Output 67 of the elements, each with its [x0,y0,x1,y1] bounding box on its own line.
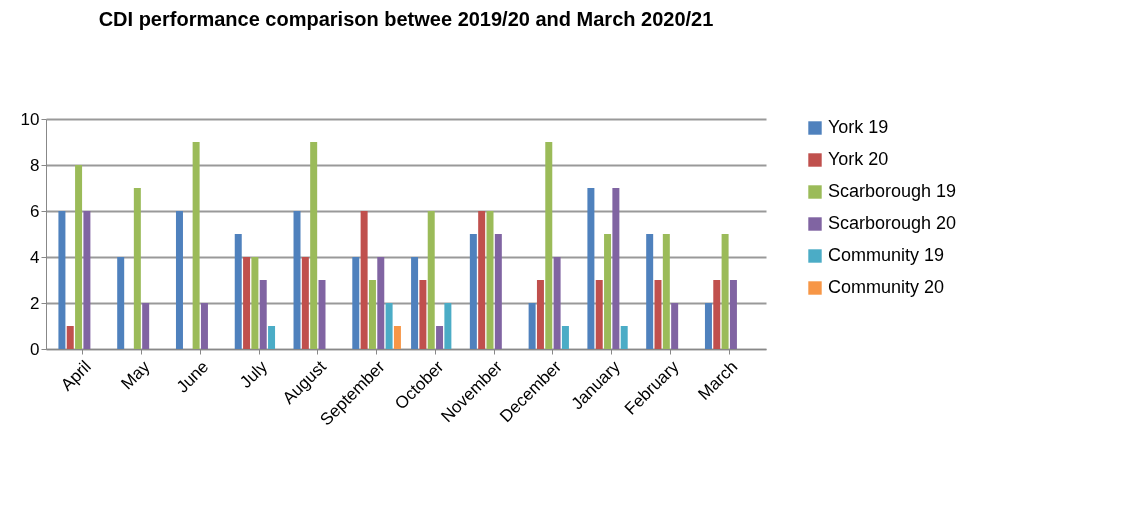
bar [293,211,301,349]
x-tick-label: May [117,356,154,394]
bar [646,234,654,349]
bar [721,234,729,349]
bar [427,211,435,349]
y-tick-label: 0 [30,339,40,359]
bar [494,234,502,349]
bar [620,326,628,349]
bar [133,188,141,349]
chart-title: CDI performance comparison betwee 2019/20 and March 2020/21 [98,8,714,30]
bar [251,257,259,349]
y-tick-label: 8 [30,155,40,175]
bar [704,303,712,349]
bar [528,303,536,349]
bar [545,142,553,349]
bar [352,257,360,349]
bar [587,188,595,349]
bar [612,188,620,349]
bar [234,234,242,349]
bar [385,303,393,349]
bar [444,303,452,349]
bar [553,257,561,349]
bar [478,211,486,349]
bar [713,280,721,349]
bar [729,280,737,349]
bar [75,165,83,349]
legend-label: Scarborough 19 [828,181,957,201]
legend-label: York 20 [828,149,889,169]
legend-label: Community 19 [828,245,945,265]
bar [561,326,569,349]
legend-label: Community 20 [828,277,945,297]
bar [486,211,494,349]
bar [436,326,444,349]
bar [301,257,309,349]
bar [175,211,183,349]
bar [469,234,477,349]
bar [200,303,208,349]
bar [310,142,318,349]
y-tick-label: 6 [30,201,40,221]
legend-label: York 19 [828,117,889,137]
x-tick-label: July [236,356,272,392]
y-tick-label: 4 [30,247,40,267]
legend-label: Scarborough 20 [828,213,957,233]
bar [192,142,200,349]
bar [318,280,326,349]
y-tick-label: 2 [30,293,40,313]
bar [671,303,679,349]
bar [654,280,662,349]
bar [117,257,125,349]
bar [259,280,267,349]
bar [536,280,544,349]
bar [604,234,612,349]
y-tick-label: 10 [20,109,40,129]
bar [393,326,401,349]
bar [360,211,368,349]
bar [243,257,251,349]
bar [66,326,74,349]
bar [58,211,66,349]
bar [83,211,91,349]
bar [377,257,385,349]
bar [142,303,150,349]
bar [368,280,376,349]
bar [595,280,603,349]
bar [268,326,276,349]
bar [662,234,670,349]
bar [419,280,427,349]
bar [411,257,419,349]
